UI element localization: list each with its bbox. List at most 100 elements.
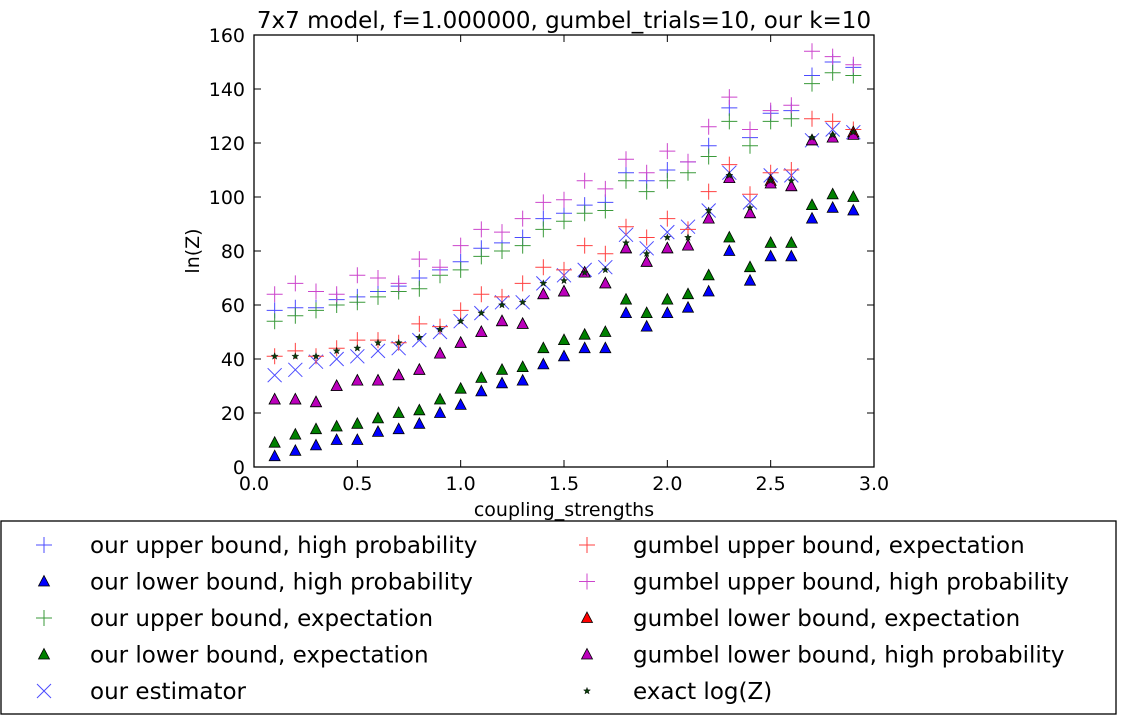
data-point (785, 236, 798, 248)
data-point (661, 241, 674, 254)
data-point (783, 162, 800, 178)
data-point (516, 317, 529, 329)
data-point (618, 172, 634, 189)
data-point (805, 211, 819, 224)
data-point (411, 332, 427, 348)
data-point (433, 406, 447, 418)
legend-item: our upper bound, expectation (36, 606, 433, 632)
plot-frame (253, 34, 875, 468)
data-point (475, 384, 488, 397)
data-point (808, 133, 816, 141)
x-tick-label: 1.0 (446, 473, 476, 495)
data-point (411, 280, 428, 297)
data-point (452, 302, 469, 319)
y-tick-label: 60 (221, 295, 245, 317)
data-point (661, 306, 674, 318)
data-point (270, 352, 279, 360)
data-point (287, 307, 304, 324)
x-tick-label: 0.5 (342, 473, 372, 495)
data-point (599, 325, 612, 337)
y-tick-label: 0 (233, 457, 245, 479)
data-point (454, 335, 467, 348)
data-point (622, 238, 630, 247)
data-point (268, 392, 281, 405)
legend-marker (37, 647, 51, 660)
data-point (370, 270, 386, 286)
data-point (454, 398, 467, 410)
data-point (746, 203, 754, 212)
legend-item: our lower bound, high probability (37, 570, 473, 596)
data-point (599, 341, 612, 354)
y-tick-label: 140 (209, 79, 245, 101)
data-point (413, 416, 426, 429)
data-point (618, 218, 634, 235)
x-tick-label: 3.0 (859, 473, 889, 495)
data-point (328, 286, 345, 303)
data-point (287, 362, 303, 378)
legend-marker (580, 647, 594, 660)
data-point (847, 190, 860, 202)
data-point (309, 422, 323, 435)
legend-marker (36, 537, 52, 553)
data-point (371, 425, 385, 437)
data-point (702, 268, 715, 281)
data-point (681, 300, 695, 313)
x-tick-label: 2.5 (756, 473, 786, 495)
data-point (495, 362, 509, 375)
legend-label: our upper bound, expectation (90, 606, 433, 632)
data-point (684, 233, 692, 241)
data-point (742, 186, 758, 203)
data-point (576, 237, 593, 254)
data-point (576, 205, 593, 222)
data-point (308, 302, 324, 319)
data-point (661, 292, 674, 305)
data-point (535, 259, 552, 276)
data-point (824, 113, 841, 130)
data-point (557, 284, 571, 297)
data-point (330, 433, 343, 445)
data-point (308, 283, 324, 300)
legend-label: gumbel upper bound, expectation (633, 533, 1025, 559)
data-point (473, 221, 490, 238)
y-tick-label: 40 (221, 349, 245, 371)
data-point (681, 238, 695, 251)
data-point (580, 268, 589, 276)
legend-marker (583, 686, 591, 695)
data-point (268, 435, 281, 448)
data-point (805, 198, 819, 210)
data-point (619, 241, 633, 254)
data-point (411, 315, 428, 332)
data-point (537, 357, 550, 370)
data-point (721, 89, 738, 106)
data-point (849, 128, 858, 136)
data-point (518, 298, 527, 306)
legend-item: gumbel upper bound, high probability (579, 570, 1069, 596)
data-point (723, 230, 736, 243)
data-point (351, 373, 364, 386)
data-point (452, 237, 469, 254)
data-point (743, 206, 757, 219)
legend: our upper bound, high probability our low… (0, 520, 1117, 715)
data-point (576, 172, 593, 189)
data-point (618, 227, 634, 243)
legend-item: exact log(Z) (583, 679, 772, 705)
data-point (291, 352, 300, 360)
data-point (640, 306, 653, 318)
data-point (742, 137, 758, 154)
data-point (826, 200, 839, 213)
axis-ticks: 0.0 0.5 1.0 1.5 2.0 2.5 3.0 0 20 40 60 80 100 120 140 1… (209, 25, 889, 495)
data-point (413, 403, 426, 416)
data-point (638, 183, 655, 200)
data-point (289, 392, 302, 405)
data-point (456, 317, 465, 325)
legend-label: our lower bound, high probability (90, 570, 473, 596)
data-point (845, 56, 862, 73)
data-point (805, 133, 819, 146)
data-point (535, 221, 552, 238)
legend-marker (37, 574, 51, 587)
legend-item: our estimator (36, 679, 247, 705)
y-tick-label: 20 (221, 403, 245, 425)
data-point (704, 206, 713, 214)
data-point (556, 213, 572, 230)
data-point (349, 348, 365, 364)
